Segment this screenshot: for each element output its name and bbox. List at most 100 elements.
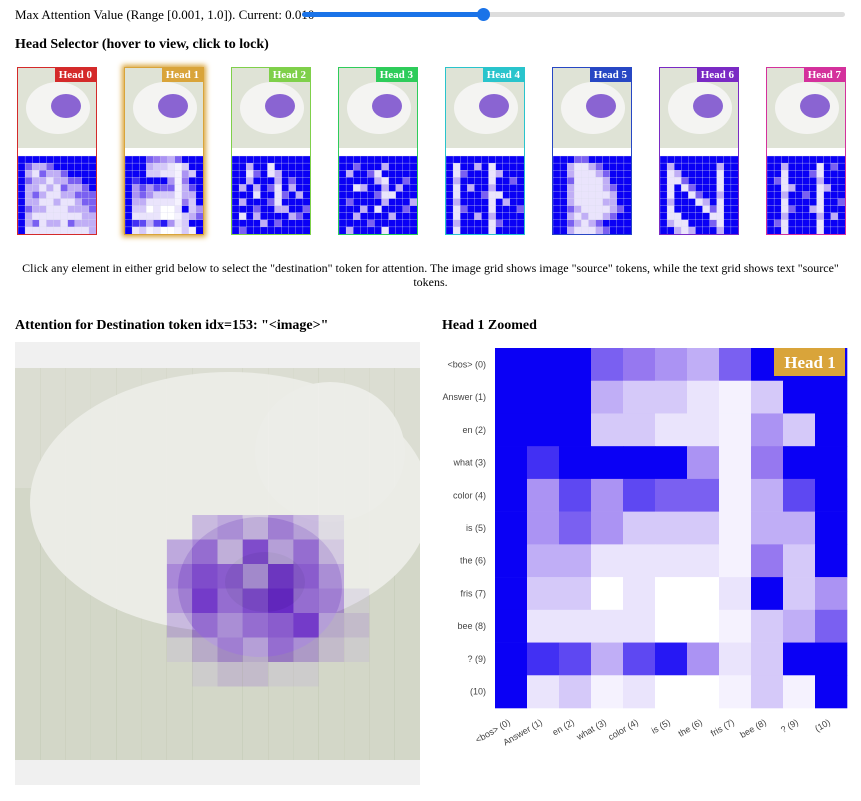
heatmap-cell [559, 348, 592, 382]
heatmap-cell [751, 675, 784, 709]
attention-cell [709, 162, 718, 171]
attention-cell [246, 155, 254, 164]
attention-cell [581, 184, 589, 192]
attention-cell [452, 191, 461, 199]
attention-cell [802, 177, 810, 185]
attention-cell [823, 155, 832, 164]
attention-cell [274, 219, 283, 228]
attention-cell [488, 212, 497, 221]
section-title: Head Selector (hover to view, click to l… [15, 37, 269, 52]
attention-cell [181, 212, 190, 221]
attention-cell [402, 191, 411, 199]
attention-cell [17, 191, 26, 199]
attention-cell [702, 198, 711, 207]
head-card[interactable]: Head 2 [231, 67, 311, 235]
head-card[interactable]: Head 6 [659, 67, 739, 235]
attention-cell [495, 226, 504, 235]
attention-cell [131, 170, 140, 178]
image-attention-cell [369, 637, 395, 662]
attention-cell [445, 162, 454, 171]
head-card[interactable]: Head 1 [124, 67, 204, 235]
attention-cell [53, 212, 61, 221]
attention-cell [388, 155, 397, 164]
attention-cell [659, 219, 668, 228]
head-card[interactable]: Head 7 [766, 67, 846, 235]
attention-cell [830, 205, 839, 214]
attention-cell [188, 162, 197, 171]
attention-cell [367, 205, 375, 214]
image-attention-cell [141, 368, 167, 393]
attention-cell [666, 226, 675, 235]
slider-thumb[interactable] [477, 8, 490, 21]
attention-cell [474, 177, 482, 185]
image-attention-cell [116, 637, 142, 662]
image-attention-cell [65, 735, 91, 760]
head-card[interactable]: Head 4 [445, 67, 525, 235]
head-card[interactable]: Head 5 [552, 67, 632, 235]
attention-cell [666, 177, 675, 185]
attention-cell [395, 198, 404, 207]
attention-cell [581, 219, 589, 228]
heatmap-cell [527, 609, 560, 643]
head-card[interactable]: Head 0 [17, 67, 97, 235]
attention-cell [153, 198, 161, 207]
attention-cell [730, 212, 739, 221]
attention-cell [388, 170, 397, 178]
image-attention-cell [166, 662, 193, 687]
image-attention-cell [15, 515, 41, 540]
attention-cell [552, 198, 561, 207]
head-card[interactable]: Head 3 [338, 67, 418, 235]
attention-cell [374, 219, 382, 228]
image-attention-cell [293, 588, 319, 613]
attention-cell [445, 226, 454, 235]
attention-cell [688, 205, 696, 214]
attention-cell [46, 198, 54, 207]
image-attention-cell [293, 662, 319, 687]
attention-cell [559, 170, 568, 178]
attention-cell [409, 205, 418, 214]
attention-cell [567, 162, 575, 171]
attention-cell [445, 155, 454, 164]
attention-cell [574, 162, 582, 171]
heatmap-cell [751, 446, 784, 480]
image-attention-cell [369, 368, 395, 393]
attention-cell [730, 155, 739, 164]
image-grid [15, 342, 420, 785]
attention-cell [81, 219, 90, 228]
attention-cell [681, 219, 689, 228]
attention-cell [616, 219, 625, 228]
attention-cell [674, 155, 682, 164]
image-attention-cell [65, 417, 91, 442]
attention-cell [460, 155, 468, 164]
image-attention-cell [242, 662, 269, 687]
attention-cell [395, 219, 404, 228]
attention-cell [188, 191, 197, 199]
heatmap-cell [783, 478, 816, 512]
attention-cell [402, 170, 411, 178]
attention-cell [88, 162, 97, 171]
attention-cell [681, 155, 689, 164]
attention-cell [816, 177, 825, 185]
head-thumbnail [124, 68, 204, 235]
attention-cell [253, 191, 261, 199]
image-attention-cell [141, 417, 167, 442]
attention-cell [74, 155, 83, 164]
image-attention-cell [15, 417, 41, 442]
attention-cell [338, 184, 347, 192]
attention-cell [688, 162, 696, 171]
attention-cell [766, 198, 775, 207]
attention-cell [616, 212, 625, 221]
attention-cell [567, 212, 575, 221]
image-attention-cell [369, 392, 395, 417]
attention-cell [160, 170, 168, 178]
slider[interactable] [302, 8, 845, 21]
attention-cell [623, 184, 632, 192]
attention-cell [146, 162, 154, 171]
attention-cell [274, 212, 283, 221]
image-attention-cell [318, 490, 345, 515]
attention-cell [409, 155, 418, 164]
attention-cell [716, 177, 725, 185]
image-attention-cell [141, 686, 167, 711]
attention-cell [24, 170, 33, 178]
attention-cell [260, 184, 268, 192]
